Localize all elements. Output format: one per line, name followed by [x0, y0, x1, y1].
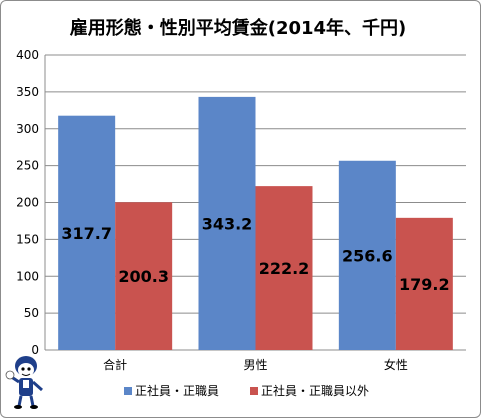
data-label: 179.2	[399, 275, 450, 294]
y-tick-label: 350	[16, 85, 39, 99]
data-label: 343.2	[202, 214, 253, 233]
y-tick-label: 300	[16, 122, 39, 136]
bar	[58, 115, 116, 350]
data-label: 222.2	[259, 259, 310, 278]
data-label: 200.3	[118, 267, 169, 286]
data-label: 256.6	[342, 246, 393, 265]
category-label: 合計	[103, 357, 127, 372]
data-label: 317.7	[61, 224, 112, 243]
y-tick-label: 200	[16, 196, 39, 210]
y-tick-label: 0	[31, 343, 39, 357]
y-tick-label: 50	[24, 306, 39, 320]
category-label: 女性	[384, 357, 408, 372]
legend-swatch	[250, 387, 258, 395]
bar	[395, 217, 453, 350]
y-tick-label: 100	[16, 269, 39, 283]
legend-swatch	[124, 387, 132, 395]
bar	[115, 202, 173, 350]
chart-title: 雇用形態・性別平均賃金(2014年、千円)	[70, 17, 407, 39]
category-label: 男性	[243, 358, 267, 372]
legend-label: 正社員・正職員以外	[261, 383, 369, 398]
bar	[198, 96, 256, 350]
y-tick-label: 400	[16, 48, 39, 62]
bar	[255, 186, 313, 350]
bar	[338, 160, 396, 350]
legend-label: 正社員・正職員	[135, 383, 219, 398]
y-tick-label: 250	[16, 159, 39, 173]
mascot-character-icon	[5, 356, 43, 409]
y-tick-label: 150	[16, 232, 39, 246]
